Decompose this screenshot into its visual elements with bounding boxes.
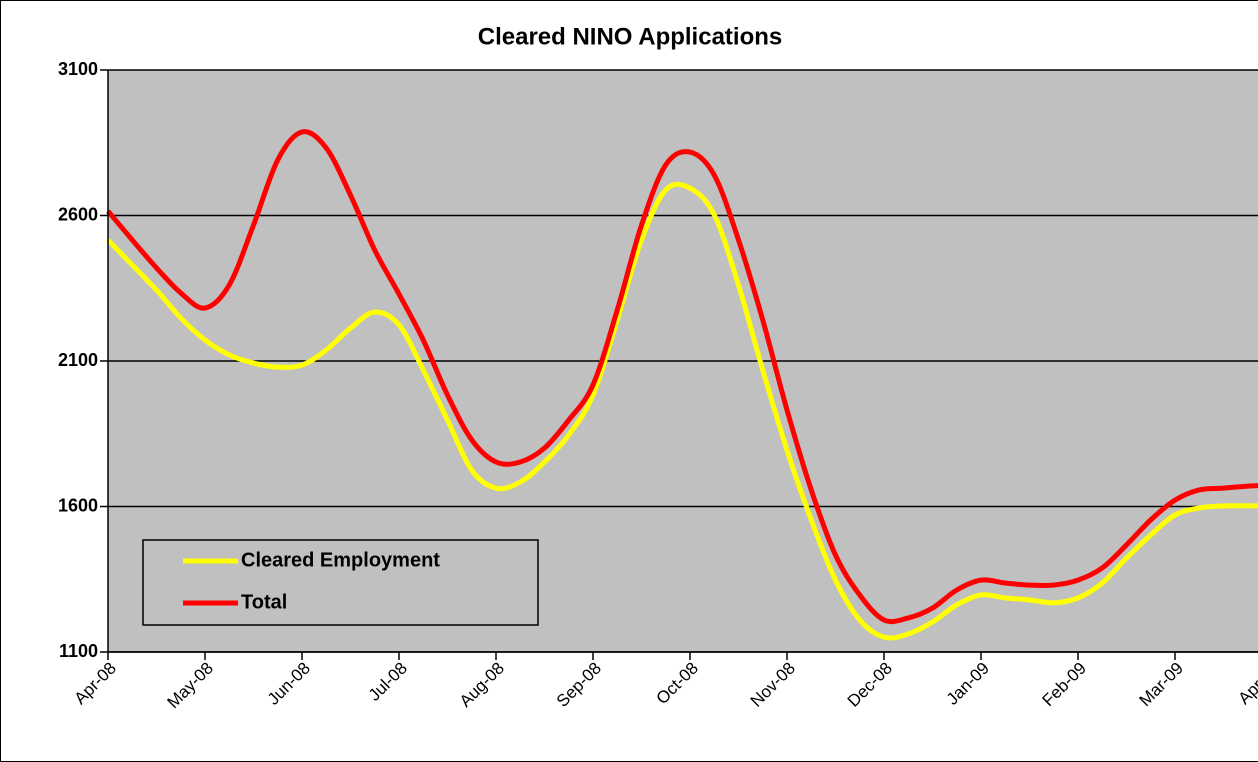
y-tick-label: 3100	[58, 59, 98, 79]
legend-label: Total	[241, 591, 287, 613]
series-line	[106, 129, 1258, 625]
y-tick-label: 1100	[59, 641, 98, 661]
y-tick-label: 1600	[58, 495, 98, 515]
chart-title: Cleared NINO Applications	[478, 23, 783, 50]
legend-label: Cleared Employment	[241, 549, 440, 571]
y-tick-label: 2100	[58, 350, 98, 370]
legend-box	[142, 539, 539, 626]
series-line	[106, 181, 1258, 641]
y-tick-label: 2600	[58, 204, 98, 224]
